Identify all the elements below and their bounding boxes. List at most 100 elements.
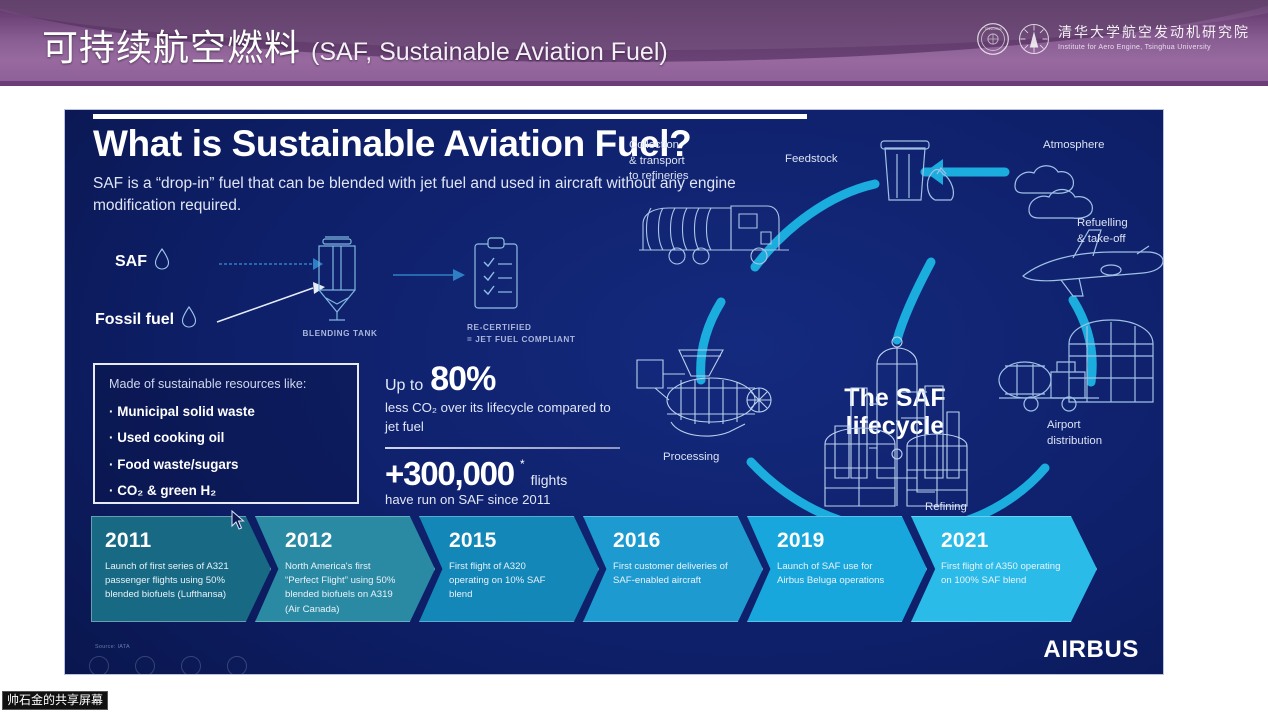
resources-card-title: Made of sustainable resources like: bbox=[109, 377, 307, 391]
facebook-icon[interactable] bbox=[135, 656, 155, 674]
saf-to-tank-arrow-icon bbox=[219, 258, 323, 270]
tsinghua-seal-icon: TSINGHUA bbox=[976, 22, 1010, 56]
fossil-fuel-input: Fossil fuel bbox=[95, 306, 197, 333]
chevron-shape bbox=[747, 516, 927, 622]
logo-name-chinese: 清华大学航空发动机研究院 bbox=[1058, 25, 1250, 42]
tanker-truck-icon bbox=[635, 188, 805, 278]
twitter-icon[interactable] bbox=[89, 656, 109, 674]
timeline-year: 2012 bbox=[285, 529, 333, 552]
stat-emissions-body: less CO₂ over its lifecycle compared to … bbox=[385, 400, 611, 434]
chevron-shape bbox=[583, 516, 763, 622]
infographic-heading: What is Sustainable Aviation Fuel? bbox=[93, 123, 692, 164]
stat-flights-unit: flights bbox=[530, 472, 568, 489]
slide-title: 可持续航空燃料 (SAF, Sustainable Aviation Fuel) bbox=[42, 19, 668, 71]
stat-emissions-value: 80% bbox=[430, 360, 496, 398]
slide-title-chinese: 可持续航空燃料 bbox=[42, 28, 302, 69]
chevron-shape bbox=[91, 516, 271, 622]
saf-lifecycle-diagram: The SAF lifecycle Feedstock bbox=[625, 132, 1163, 542]
timeline-year: 2016 bbox=[613, 529, 661, 552]
logo-name-english: Institute for Aero Engine, Tsinghua Univ… bbox=[1058, 43, 1211, 51]
infographic-footnote: Source: IATA bbox=[95, 644, 130, 650]
recertified-caption-line2: = JET FUEL COMPLIANT bbox=[467, 334, 576, 344]
timeline-description: First flight of A350 operating on 100% S… bbox=[941, 561, 1061, 587]
resource-item: · Food waste/sugars bbox=[109, 456, 239, 472]
timeline-year: 2019 bbox=[777, 529, 825, 552]
aero-engine-emblem-icon bbox=[1017, 22, 1051, 56]
fuel-truck-and-storage-tank-icon bbox=[995, 316, 1163, 426]
recertified-caption-line1: RE-CERTIFIED bbox=[467, 323, 532, 332]
mouse-pointer-icon bbox=[231, 509, 245, 530]
stat-flights-value: +300,000 bbox=[385, 455, 515, 493]
svg-text:TSINGHUA: TSINGHUA bbox=[984, 27, 1002, 31]
timeline-item-2011[interactable]: 2011 Launch of first series of A321 pass… bbox=[91, 516, 271, 622]
timeline-description: Launch of first series of A321 passenger… bbox=[105, 561, 229, 601]
clouds-icon bbox=[1007, 158, 1117, 228]
waste-bin-and-bag-icon bbox=[867, 134, 957, 206]
saf-label: SAF bbox=[115, 252, 147, 270]
ring-arrowhead bbox=[925, 159, 943, 185]
saf-statistics: Up to 80% less CO₂ over its lifecycle co… bbox=[385, 362, 620, 507]
refinery-plant-icon bbox=[821, 328, 981, 512]
resource-item-label: Food waste/sugars bbox=[117, 456, 239, 472]
lifecycle-ring-arrows bbox=[696, 159, 1097, 529]
timeline-description: First flight of A320 operating on 10% SA… bbox=[449, 561, 546, 601]
stat-flights-footnote-marker: * bbox=[519, 457, 525, 472]
timeline-description: North America's first “Perfect Flight” u… bbox=[285, 561, 396, 615]
blending-process-diagram: SAF Fossil fuel bbox=[95, 236, 635, 352]
lifecycle-label-processing: Processing bbox=[663, 451, 720, 463]
timeline-item-content: 2021 First flight of A350 operating on 1… bbox=[941, 529, 1063, 588]
resource-item-label: Used cooking oil bbox=[117, 430, 225, 446]
slide-title-english: (SAF, Sustainable Aviation Fuel) bbox=[311, 38, 668, 66]
blending-tank-icon bbox=[309, 232, 365, 324]
linkedin-icon[interactable] bbox=[227, 656, 247, 674]
saf-input: SAF bbox=[115, 248, 170, 275]
timeline-item-content: 2015 First flight of A320 operating on 1… bbox=[449, 529, 565, 603]
stats-divider bbox=[385, 447, 620, 450]
blending-tank-caption: BLENDING TANK bbox=[302, 329, 378, 338]
stat-emissions-prefix: Up to bbox=[385, 377, 424, 394]
clipboard-checklist-icon bbox=[469, 236, 523, 324]
fuel-drop-icon bbox=[181, 306, 197, 333]
institution-logo: TSINGHUA 清华大学航空发动机研究院 Institute for Aero… bbox=[976, 22, 1250, 56]
saf-milestones-timeline: 2011 Launch of first series of A321 pass… bbox=[91, 516, 1097, 622]
chevron-shape bbox=[255, 516, 435, 622]
slide-body: What is Sustainable Aviation Fuel? SAF i… bbox=[0, 86, 1268, 687]
shared-screen-indicator[interactable]: 帅石金的共享屏幕 bbox=[2, 691, 109, 710]
lifecycle-label-feedstock: Feedstock bbox=[785, 153, 838, 165]
lifecycle-label-refuelling: Refuelling & take-off bbox=[1077, 217, 1128, 245]
sustainable-resources-card: Made of sustainable resources like: · Mu… bbox=[93, 363, 359, 504]
timeline-year: 2011 bbox=[105, 529, 152, 552]
timeline-description: Launch of SAF use for Airbus Beluga oper… bbox=[777, 561, 885, 587]
slide-header-banner: 可持续航空燃料 (SAF, Sustainable Aviation Fuel)… bbox=[0, 0, 1268, 86]
lifecycle-title-line2: lifecycle bbox=[845, 412, 945, 440]
timeline-item-2019[interactable]: 2019 Launch of SAF use for Airbus Beluga… bbox=[747, 516, 927, 622]
timeline-year: 2021 bbox=[941, 529, 989, 552]
header-bottom-rule bbox=[0, 81, 1268, 86]
timeline-item-2016[interactable]: 2016 First customer deliveries of SAF-en… bbox=[583, 516, 763, 622]
timeline-item-content: 2012 North America's first “Perfect Flig… bbox=[285, 529, 401, 617]
lifecycle-label-atmosphere: Atmosphere bbox=[1043, 139, 1105, 151]
recertified-caption: RE-CERTIFIED = JET FUEL COMPLIANT bbox=[467, 322, 607, 346]
logo-text: 清华大学航空发动机研究院 Institute for Aero Engine, … bbox=[1058, 25, 1250, 52]
stat-flights-body: have run on SAF since 2011 bbox=[385, 492, 551, 508]
timeline-item-content: 2011 Launch of first series of A321 pass… bbox=[105, 529, 237, 603]
taskbar: 帅石金的共享屏幕 bbox=[0, 687, 1268, 714]
fossil-fuel-label: Fossil fuel bbox=[95, 310, 175, 328]
saf-infographic: What is Sustainable Aviation Fuel? SAF i… bbox=[64, 109, 1164, 675]
airbus-logo-wordmark: AIRBUS bbox=[1043, 636, 1139, 663]
resource-item-label: Municipal solid waste bbox=[117, 404, 255, 419]
instagram-icon[interactable] bbox=[181, 656, 201, 674]
chevron-shape bbox=[419, 516, 599, 622]
resource-item-label: CO₂ & green H₂ bbox=[117, 482, 217, 498]
timeline-item-2021[interactable]: 2021 First flight of A350 operating on 1… bbox=[911, 516, 1097, 622]
lifecycle-label-refining: Refining bbox=[925, 501, 967, 513]
lifecycle-label-airport-distribution: Airport distribution bbox=[1047, 419, 1103, 447]
stat-emissions-headline: Up to 80% bbox=[385, 362, 620, 396]
timeline-item-2015[interactable]: 2015 First flight of A320 operating on 1… bbox=[419, 516, 599, 622]
lifecycle-title: The SAF lifecycle bbox=[805, 384, 985, 440]
lifecycle-label-collection-transport: Collection & transport to refineries bbox=[629, 139, 689, 183]
infographic-top-accent-bar bbox=[93, 114, 807, 119]
social-icons-row bbox=[89, 656, 247, 674]
timeline-item-2012[interactable]: 2012 North America's first “Perfect Flig… bbox=[255, 516, 435, 622]
